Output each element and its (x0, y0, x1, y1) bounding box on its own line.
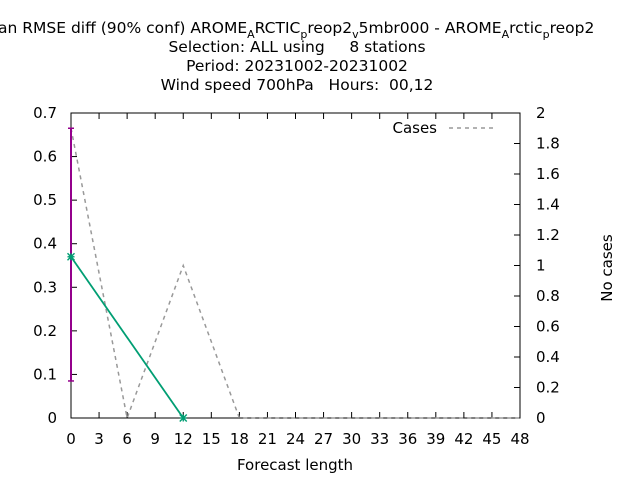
x-tick-label: 36 (398, 430, 417, 448)
x-tick-label: 33 (370, 430, 389, 448)
x-tick-label: 39 (426, 430, 445, 448)
series-line-cases (70, 128, 520, 421)
plot-frame (70, 112, 521, 419)
data-point (179, 414, 188, 422)
y-tick-label: 0.7 (33, 104, 57, 122)
y2-tick-label: 1.4 (536, 196, 560, 214)
title-subscript: A (502, 28, 510, 41)
series-line-rmse-diff (70, 256, 184, 419)
x-tick-label: 3 (94, 430, 104, 448)
y2-axis-label: No cases (598, 234, 616, 302)
x-tick-label: 9 (150, 430, 160, 448)
chart-title-line2: Selection: ALL using 8 stations (168, 38, 425, 56)
x-tick-label: 45 (482, 430, 501, 448)
title-segment: RCTIC (255, 19, 301, 37)
y2-tick-label: 0.2 (536, 379, 560, 397)
x-tick-label: 30 (342, 430, 361, 448)
title-subscript: p (300, 28, 307, 41)
chart-title-line4: Wind speed 700hPa Hours: 00,12 (161, 76, 434, 94)
chart-title-line1: an RMSE diff (90% conf) AROMEARCTICpreop… (0, 19, 594, 41)
title-segment: reop2 (550, 19, 595, 37)
x-tick-label: 27 (314, 430, 333, 448)
y2-tick-label: 0.8 (536, 287, 560, 305)
y-tick-label: 0 (47, 409, 57, 427)
y-tick-label: 0.4 (33, 235, 57, 253)
title-segment: an RMSE diff (90% conf) AROME (0, 19, 247, 37)
y2-tick-label: 1 (536, 257, 546, 275)
x-tick-label: 24 (286, 430, 305, 448)
y2-tick-label: 1.6 (536, 165, 560, 183)
ticks-layer: 0 3 6 9 12 15 18 21 24 27 30 33 36 39 42 45 4800.10.20.3… (33, 104, 560, 448)
title-segment: 5mbr000 - AROME (359, 19, 502, 37)
series-layer (67, 127, 520, 422)
x-axis-label: Forecast length (237, 456, 353, 474)
y-tick-label: 0.3 (33, 278, 57, 296)
x-tick-label: 48 (510, 430, 529, 448)
title-subscript: p (543, 28, 550, 41)
title-subscript: v (352, 28, 359, 41)
x-tick-label: 12 (174, 430, 193, 448)
y-tick-label: 0.1 (33, 365, 57, 383)
title-segment: reop2 (307, 19, 352, 37)
y-tick-label: 0.2 (33, 322, 57, 340)
title-segment: rctic (509, 19, 542, 37)
x-tick-label: 42 (454, 430, 473, 448)
legend: Cases (392, 119, 496, 137)
legend-label-cases: Cases (392, 119, 437, 137)
y2-tick-label: 1.8 (536, 135, 560, 153)
title-subscript: A (247, 28, 255, 41)
x-tick-label: 21 (258, 430, 277, 448)
y2-tick-label: 0.4 (536, 348, 560, 366)
y2-tick-label: 2 (536, 104, 546, 122)
x-tick-label: 18 (230, 430, 249, 448)
data-point (67, 252, 75, 261)
x-tick-label: 0 (66, 430, 76, 448)
y2-tick-label: 1.2 (536, 226, 560, 244)
chart-title-line3: Period: 20231002-20231002 (186, 57, 408, 75)
x-tick-label: 15 (202, 430, 221, 448)
y-tick-label: 0.6 (33, 148, 57, 166)
x-tick-label: 6 (122, 430, 132, 448)
y2-tick-label: 0.6 (536, 318, 560, 336)
y-tick-label: 0.5 (33, 191, 57, 209)
y2-tick-label: 0 (536, 409, 546, 427)
